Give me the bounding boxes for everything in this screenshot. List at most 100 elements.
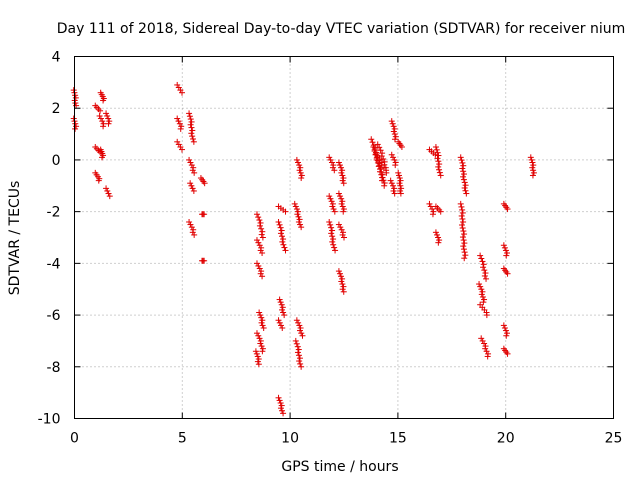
data-point [255, 361, 262, 368]
data-point [461, 184, 468, 191]
data-point [340, 208, 347, 215]
y-tick-label: 0 [52, 153, 61, 169]
data-point [258, 225, 265, 232]
data-point [295, 352, 302, 359]
data-point [332, 247, 339, 254]
data-point [529, 164, 536, 171]
data-point [100, 123, 107, 130]
data-point [427, 203, 434, 210]
data-point [378, 153, 385, 160]
data-point [340, 283, 347, 290]
data-points [70, 81, 537, 417]
data-point [278, 402, 285, 409]
data-point [341, 234, 347, 241]
data-point [298, 224, 305, 231]
data-point [297, 325, 304, 331]
data-point [275, 218, 282, 225]
data-point [328, 198, 335, 205]
data-point [461, 171, 468, 178]
data-point [189, 229, 196, 236]
data-point [434, 149, 441, 156]
data-point [337, 224, 344, 231]
data-point [201, 180, 208, 187]
x-tick-label: 15 [389, 431, 407, 447]
data-point [460, 176, 467, 183]
data-point [335, 268, 342, 275]
data-point [259, 345, 266, 352]
data-point [189, 167, 196, 174]
data-point [190, 135, 197, 142]
data-point [398, 185, 405, 192]
data-point [294, 349, 301, 356]
data-point [105, 190, 112, 197]
data-point [378, 168, 385, 175]
data-point [295, 213, 302, 220]
data-point [388, 118, 395, 125]
data-point [298, 172, 305, 179]
data-point [459, 165, 466, 172]
data-point [298, 363, 305, 370]
data-point [391, 131, 398, 138]
data-point [257, 247, 264, 254]
data-point [294, 211, 301, 218]
data-point [480, 261, 487, 268]
data-point [368, 136, 375, 143]
x-tick-label: 20 [497, 431, 515, 447]
y-tick-label: 2 [52, 101, 61, 117]
data-point [387, 177, 394, 184]
data-point [258, 314, 265, 321]
data-point [459, 234, 466, 241]
data-point [530, 169, 537, 176]
data-point [436, 237, 443, 244]
data-point [383, 169, 390, 176]
data-point [187, 121, 194, 128]
data-point [255, 214, 262, 221]
data-point [462, 252, 469, 259]
data-point [174, 115, 181, 122]
y-tick-label: -2 [47, 205, 61, 221]
data-point [459, 206, 466, 213]
data-point [377, 166, 384, 173]
data-point [479, 288, 486, 295]
data-point [435, 163, 442, 170]
x-tick-label: 10 [281, 431, 299, 447]
data-point [460, 173, 467, 180]
data-point [435, 152, 442, 159]
data-point [379, 171, 386, 178]
data-point [527, 154, 534, 161]
data-point [295, 208, 302, 215]
data-point [392, 162, 399, 169]
data-point [293, 206, 300, 213]
data-point [461, 240, 468, 247]
data-point [434, 155, 441, 162]
data-point [279, 306, 286, 313]
data-point [326, 154, 333, 161]
data-point [188, 224, 195, 231]
data-point [327, 221, 334, 228]
data-point [253, 237, 260, 244]
data-point [529, 159, 536, 166]
data-point [504, 330, 511, 337]
data-point [257, 270, 264, 277]
data-point [331, 167, 338, 174]
data-point [277, 299, 284, 306]
data-point [479, 258, 486, 265]
data-point [279, 407, 286, 414]
data-point [379, 174, 386, 181]
data-point [295, 218, 302, 225]
data-point [275, 317, 282, 324]
data-point [398, 144, 405, 150]
data-point [340, 288, 347, 295]
data-point [339, 281, 346, 288]
x-axis-label: GPS time / hours [281, 459, 398, 475]
data-point [178, 89, 185, 96]
data-point [329, 164, 336, 171]
data-point [370, 144, 377, 150]
data-point [259, 250, 266, 257]
data-point [480, 299, 487, 306]
data-point [190, 138, 197, 145]
data-point [338, 273, 345, 280]
data-point [293, 156, 300, 163]
data-point [460, 168, 467, 175]
data-point [259, 273, 266, 280]
